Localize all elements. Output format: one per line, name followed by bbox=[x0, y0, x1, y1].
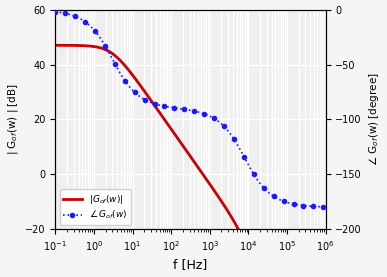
X-axis label: f [Hz]: f [Hz] bbox=[173, 258, 207, 271]
Y-axis label: $\angle$ G$_{of}$(w) [degree]: $\angle$ G$_{of}$(w) [degree] bbox=[367, 73, 382, 166]
Legend: $|G_{of}(w)|$, $\angle\,G_{of}(w)$: $|G_{of}(w)|$, $\angle\,G_{of}(w)$ bbox=[60, 189, 131, 225]
Y-axis label: | G$_{of}$(w) | [dB]: | G$_{of}$(w) | [dB] bbox=[5, 83, 20, 155]
